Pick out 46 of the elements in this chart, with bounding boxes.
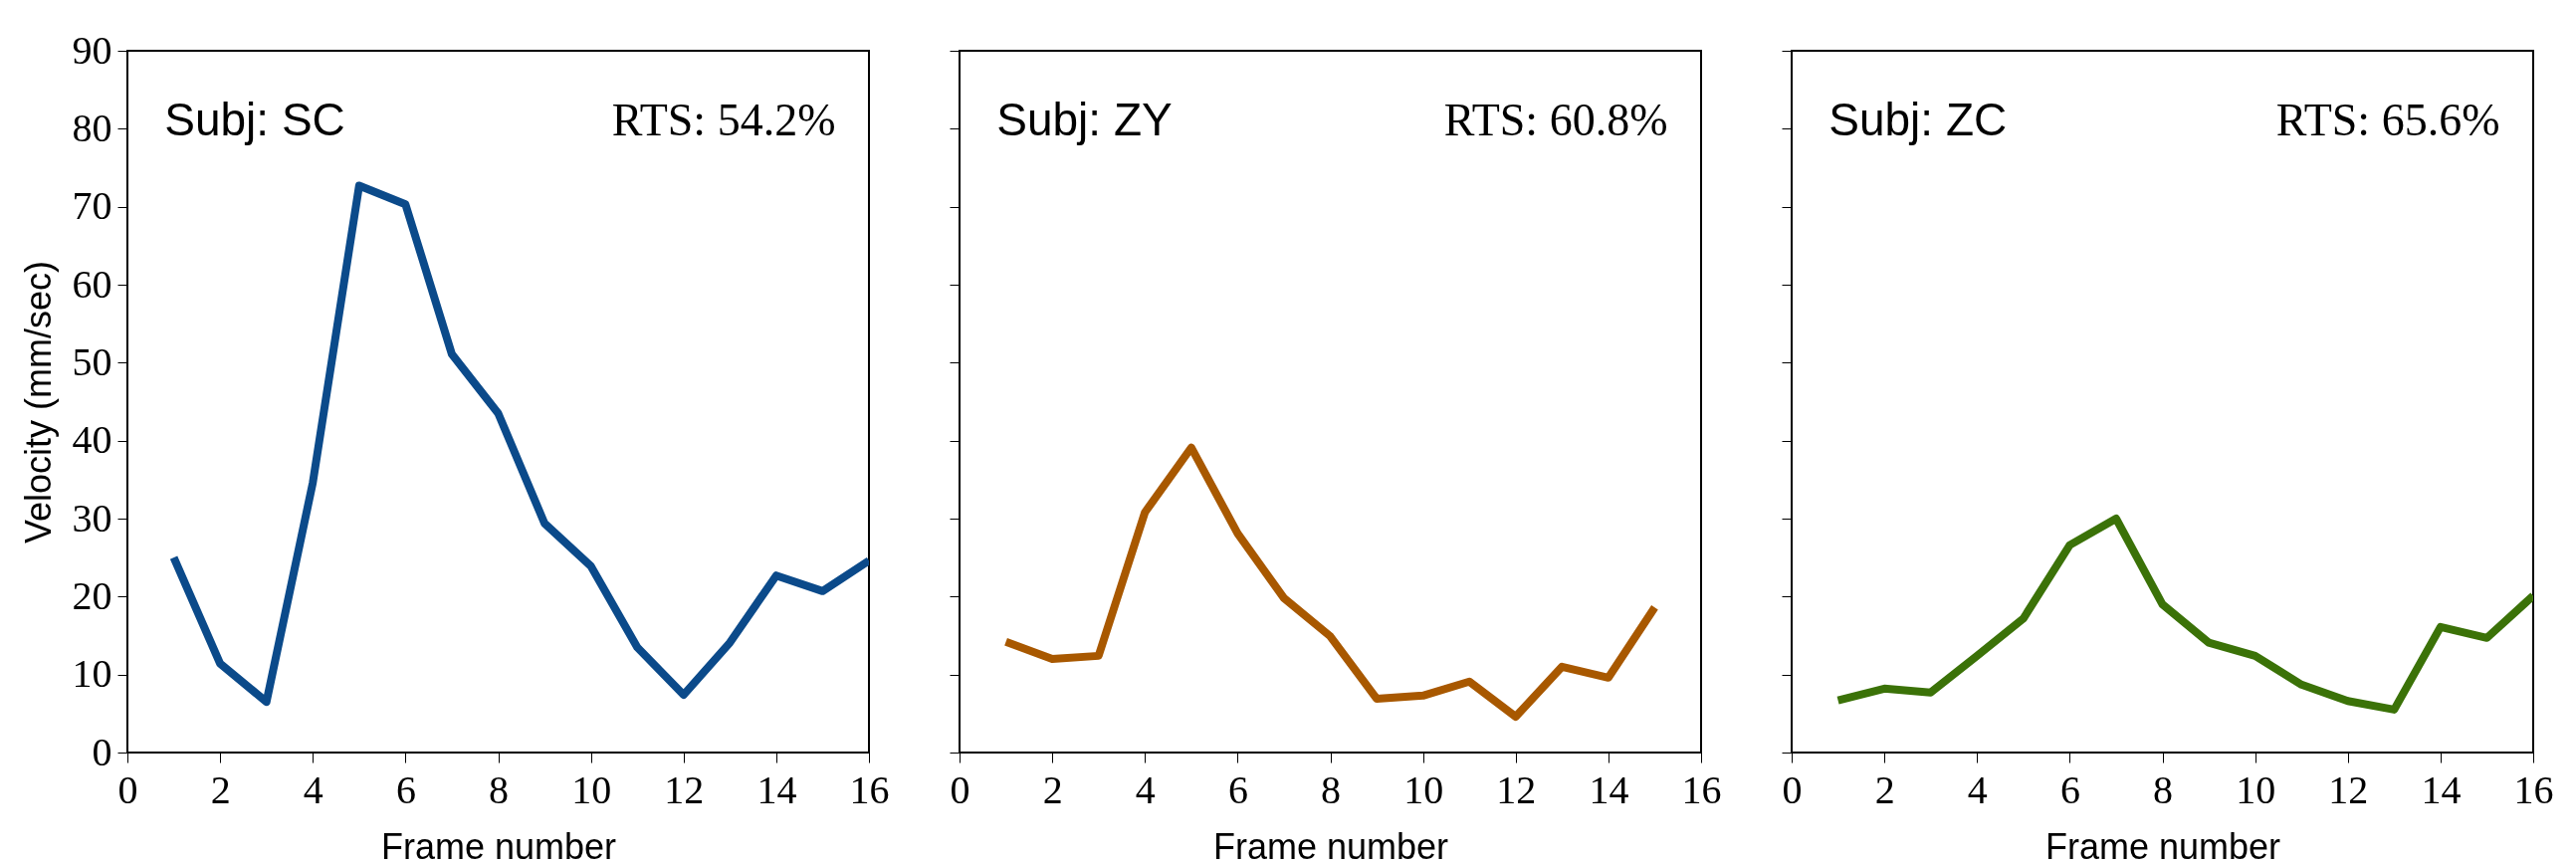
x-tick-label: 0: [950, 766, 970, 812]
x-tick-label: 6: [2059, 766, 2080, 812]
x-tick-label: 14: [1589, 766, 1629, 812]
annotation: Subj: ZC: [1828, 93, 2008, 145]
x-tick-label: 0: [1782, 766, 1803, 812]
x-tick-label: 8: [2153, 766, 2173, 812]
x-tick-label: 4: [1135, 766, 1156, 812]
x-tick-label: 10: [2236, 766, 2276, 812]
x-tick-label: 8: [1321, 766, 1341, 812]
y-tick-label: 70: [72, 183, 112, 229]
annotation: Subj: SC: [164, 93, 345, 145]
x-tick-label: 2: [210, 766, 231, 812]
annotation: RTS: 65.6%: [2275, 94, 2500, 145]
y-axis-title: Velocity (mm/sec): [17, 260, 59, 544]
y-tick-label: 30: [72, 495, 112, 541]
y-tick-label: 40: [72, 417, 112, 463]
y-tick-label: 50: [72, 338, 112, 384]
x-tick-label: 16: [1681, 766, 1722, 812]
y-tick-label: 90: [72, 27, 112, 73]
y-tick-label: 80: [72, 105, 112, 150]
x-tick-label: 10: [1403, 766, 1444, 812]
annotation: RTS: 60.8%: [1443, 94, 1668, 145]
y-tick-label: 60: [72, 261, 112, 307]
annotation: Subj: ZY: [996, 93, 1173, 145]
x-tick-label: 6: [1227, 766, 1248, 812]
annotation: RTS: 54.2%: [611, 94, 836, 145]
x-tick-label: 4: [1967, 766, 1988, 812]
x-tick-label: 14: [756, 766, 797, 812]
x-tick-label: 16: [849, 766, 890, 812]
x-tick-label: 8: [489, 766, 509, 812]
y-tick-label: 10: [72, 651, 112, 697]
x-axis-title: Frame number: [380, 825, 617, 867]
x-tick-label: 12: [1496, 766, 1537, 812]
x-tick-label: 14: [2421, 766, 2462, 812]
x-tick-label: 6: [395, 766, 416, 812]
y-tick-label: 20: [72, 572, 112, 618]
x-tick-label: 16: [2513, 766, 2554, 812]
x-tick-label: 4: [303, 766, 323, 812]
x-tick-label: 2: [1042, 766, 1063, 812]
y-tick-label: 0: [92, 729, 112, 774]
x-tick-label: 10: [571, 766, 612, 812]
x-tick-label: 2: [1874, 766, 1895, 812]
x-axis-title: Frame number: [1212, 825, 1449, 867]
x-axis-title: Frame number: [2044, 825, 2281, 867]
x-tick-label: 12: [2328, 766, 2369, 812]
x-tick-label: 12: [664, 766, 705, 812]
